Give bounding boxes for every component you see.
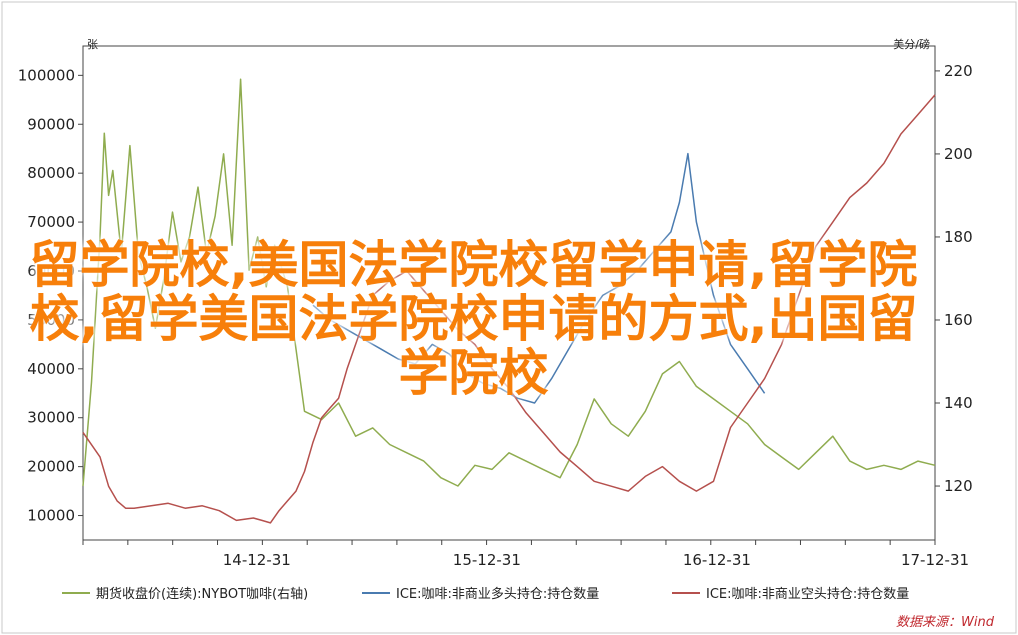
plot-area bbox=[82, 45, 936, 541]
legend-label: ICE:咖啡:非商业多头持仓:持仓数量 bbox=[396, 586, 599, 602]
x-tick-label: 14-12-31 bbox=[223, 551, 291, 569]
legend: 期货收盘价(连续):NYBOT咖啡(右轴) ICE:咖啡:非商业多头持仓:持仓数量… bbox=[62, 586, 909, 602]
left-tick-label: 40000 bbox=[27, 360, 75, 378]
left-tick-label: 100000 bbox=[18, 66, 75, 84]
x-tick-label: 15-12-31 bbox=[453, 551, 521, 569]
right-tick-label: 200 bbox=[944, 145, 973, 163]
left-tick-label: 20000 bbox=[27, 458, 75, 476]
right-tick-label: 180 bbox=[944, 228, 973, 246]
series-line-1 bbox=[82, 78, 936, 487]
x-axis-ticks: 14-12-31 15-12-31 16-12-31 17-12-31 bbox=[82, 540, 969, 569]
left-tick-label: 90000 bbox=[27, 115, 75, 133]
legend-label: 期货收盘价(连续):NYBOT咖啡(右轴) bbox=[96, 586, 308, 602]
x-tick-label: 16-12-31 bbox=[683, 551, 751, 569]
right-tick-label: 220 bbox=[944, 62, 973, 80]
left-axis-unit: 张 bbox=[87, 38, 98, 51]
right-tick-label: 160 bbox=[944, 311, 973, 329]
left-tick-label: 60000 bbox=[27, 262, 75, 280]
right-tick-label: 140 bbox=[944, 394, 973, 412]
left-tick-label: 10000 bbox=[27, 507, 75, 525]
left-tick-label: 70000 bbox=[27, 213, 75, 231]
left-tick-label: 80000 bbox=[27, 164, 75, 182]
right-axis-unit: 美分/磅 bbox=[893, 37, 930, 51]
left-tick-label: 50000 bbox=[27, 311, 75, 329]
legend-label: ICE:咖啡:非商业空头持仓:持仓数量 bbox=[706, 587, 909, 602]
series-line-3 bbox=[82, 94, 936, 524]
right-axis-ticks: 120 140 160 180 200 220 bbox=[935, 62, 973, 495]
left-axis-ticks: 10000 20000 30000 40000 50000 60000 70000 80000… bbox=[18, 66, 83, 525]
data-source-label: 数据来源：Wind bbox=[896, 615, 995, 630]
series-line-2 bbox=[312, 152, 766, 404]
series-lines bbox=[82, 78, 936, 524]
x-tick-label: 17-12-31 bbox=[901, 551, 969, 569]
left-tick-label: 30000 bbox=[27, 409, 75, 427]
right-tick-label: 120 bbox=[944, 477, 973, 495]
